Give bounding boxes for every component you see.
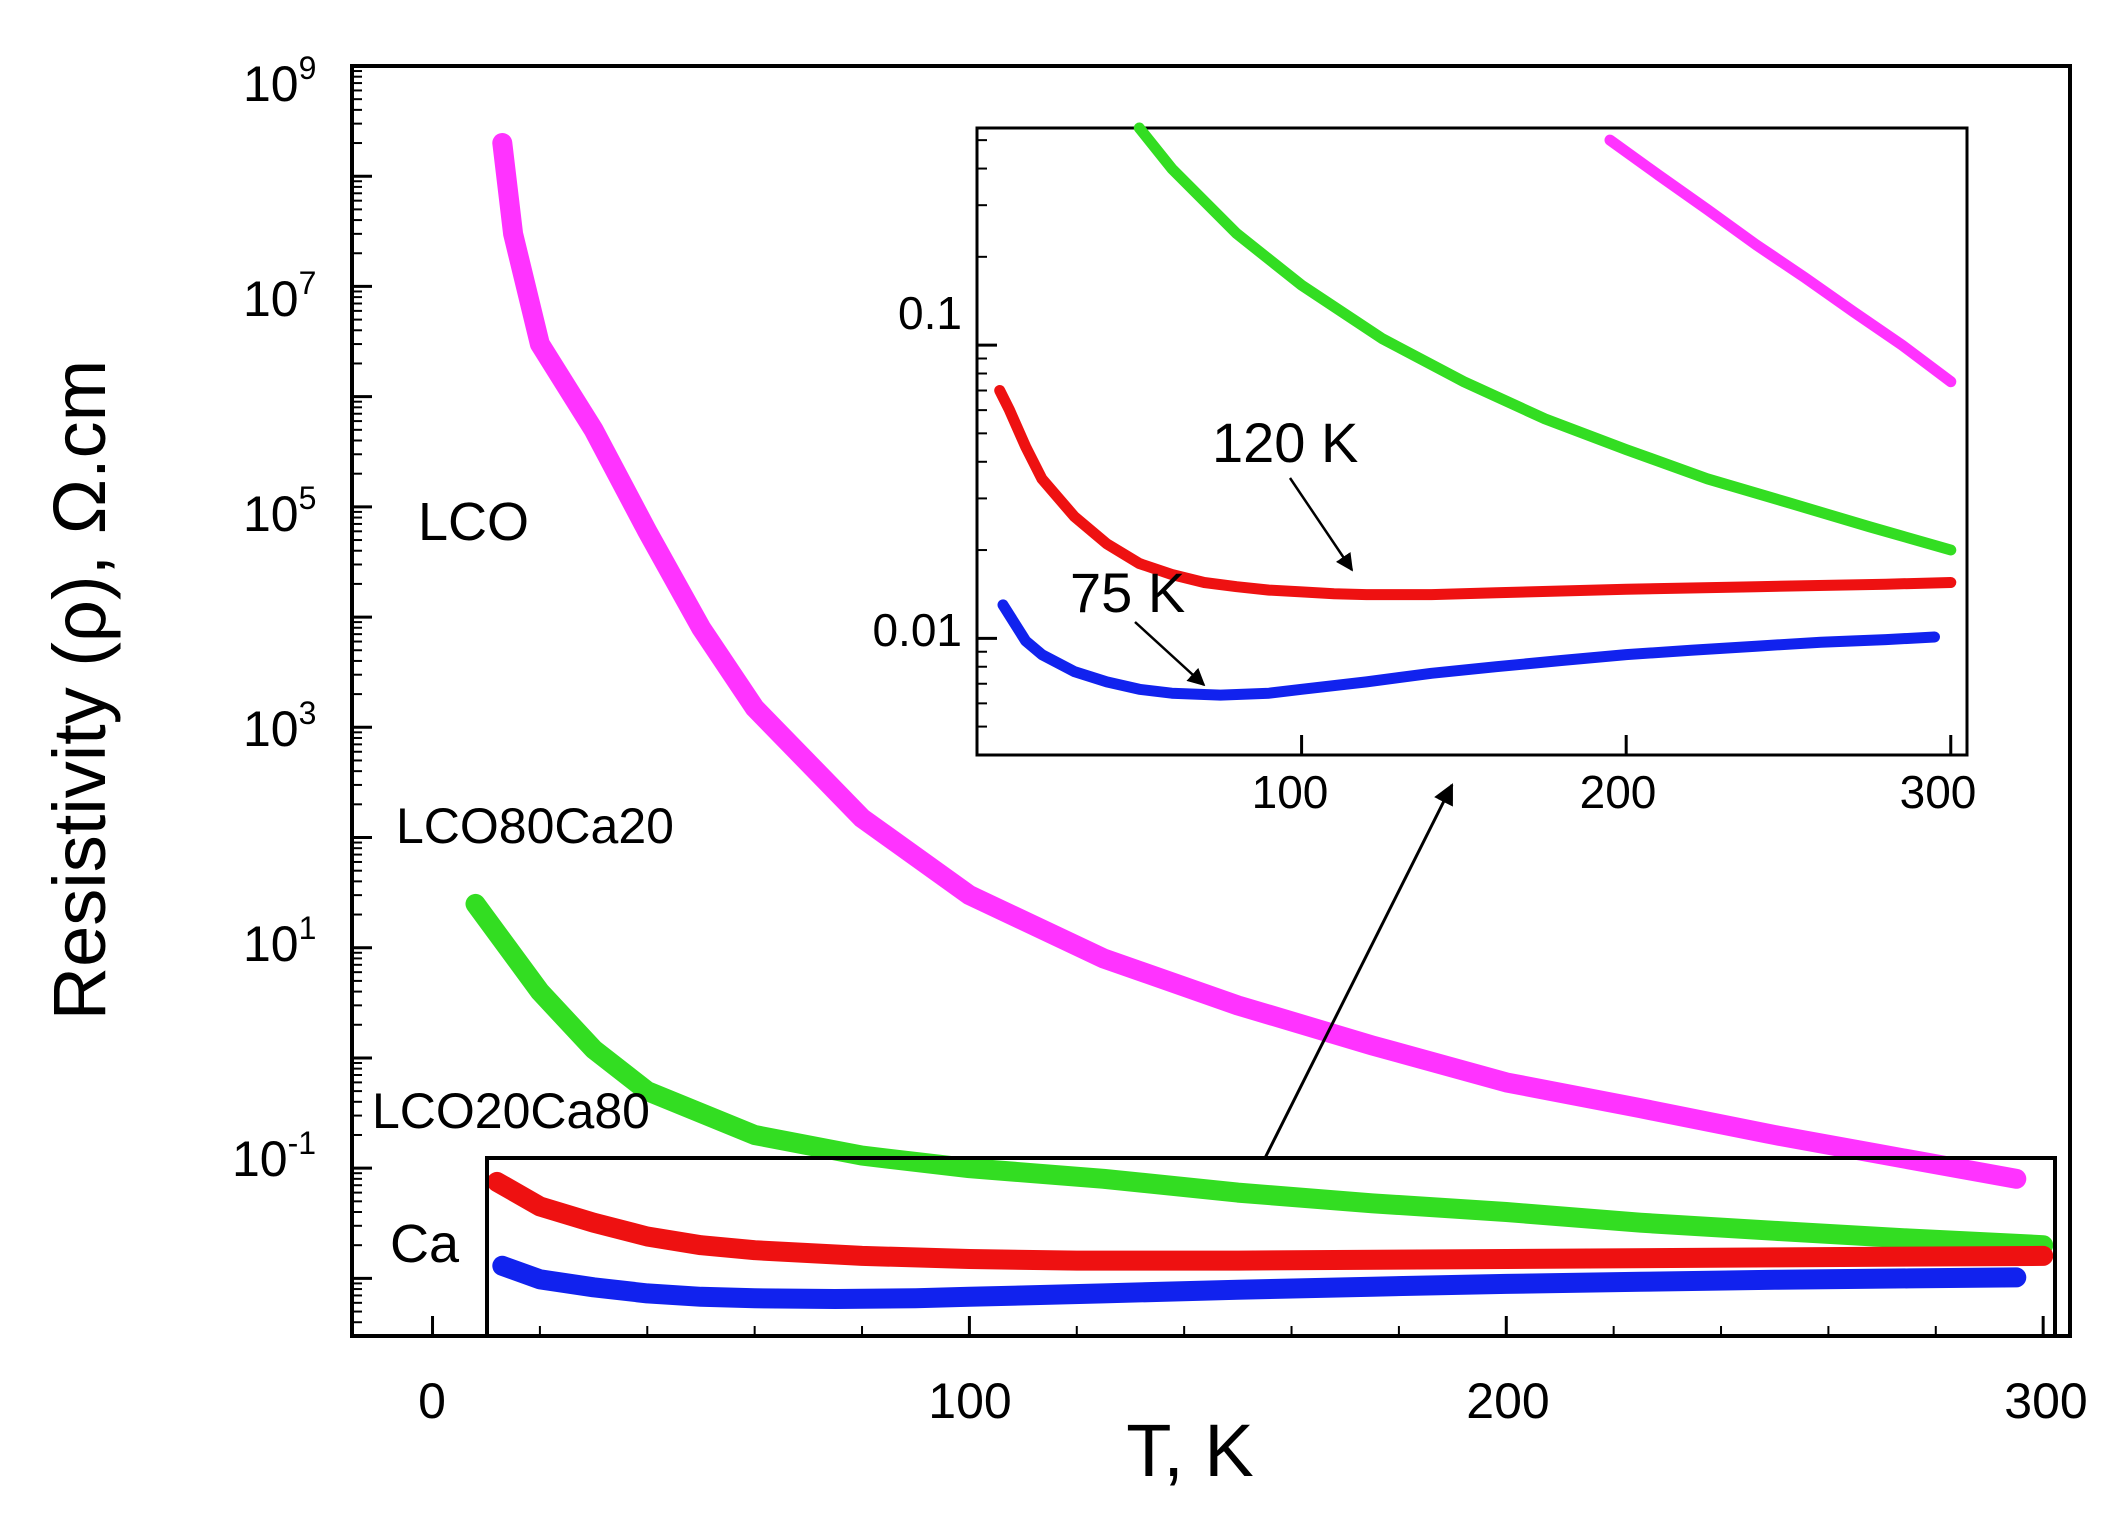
x-tick-label: 200 [1466, 1373, 1549, 1429]
x-tick-label: 300 [2004, 1373, 2087, 1429]
inset-x-tick-label: 200 [1580, 766, 1657, 818]
inset-y-tick-label: 0.1 [898, 287, 962, 339]
inset-x-tick-labels: 100 200 300 [1252, 766, 1977, 818]
main-series-lco [492, 133, 2027, 1189]
y-tick-base: 10 [243, 701, 299, 757]
series-label-lco80ca20: LCO80Ca20 [396, 798, 674, 854]
y-tick-exponent: 7 [299, 265, 317, 301]
y-tick-base: 10 [243, 56, 299, 112]
main-x-tick-labels: 0 100 200 300 [418, 1373, 2088, 1429]
inset-series-lco80ca20 [1133, 122, 1957, 556]
y-tick-exponent: -1 [288, 1125, 316, 1161]
x-axis-title: T, K [1126, 1409, 1253, 1492]
y-tick-base: 10 [243, 271, 299, 327]
y-tick-exponent: 5 [299, 480, 317, 516]
annotation-75k: 75 K [1070, 561, 1185, 624]
main-y-tick-labels: 10-1 101 103 105 107 109 [232, 50, 316, 1187]
x-tick-label: 100 [928, 1373, 1011, 1429]
annotation-120k: 120 K [1212, 411, 1358, 474]
inset-series-lco20ca80 [994, 385, 1957, 601]
annotation-75k-arrow [1134, 621, 1206, 687]
y-tick-label: 10-1 [232, 1125, 316, 1187]
zoom-region-box [485, 1156, 2057, 1338]
y-tick-exponent: 1 [299, 910, 317, 946]
y-tick-label: 101 [243, 910, 316, 972]
inset-x-tick-label: 300 [1900, 766, 1977, 818]
y-tick-label: 109 [243, 50, 316, 112]
y-tick-base: 10 [232, 1131, 288, 1187]
inset-pointer-arrow [1263, 783, 1454, 1159]
y-axis-title: Resistivity (ρ), Ω.cm [38, 360, 121, 1021]
y-tick-exponent: 3 [299, 695, 317, 731]
y-tick-exponent: 9 [299, 50, 317, 86]
inset-plot-frame [975, 126, 1969, 757]
y-tick-label: 103 [243, 695, 316, 757]
series-label-lco: LCO [418, 492, 529, 552]
y-tick-base: 10 [243, 486, 299, 542]
main-series-lco20ca80 [487, 1171, 2054, 1271]
inset-y-tick-label: 0.01 [872, 604, 962, 656]
main-series-group [465, 133, 2054, 1309]
main-series-lco80ca20 [465, 893, 2054, 1256]
inset-series-ca [997, 599, 1940, 701]
y-tick-base: 10 [243, 916, 299, 972]
annotation-120k-arrow [1288, 477, 1354, 572]
y-tick-label: 107 [243, 265, 316, 327]
inset-x-tick-label: 100 [1252, 766, 1329, 818]
y-tick-label: 105 [243, 480, 316, 542]
inset-axis-ticks [975, 139, 1953, 756]
inset-series-lco [1604, 134, 1957, 388]
series-label-lco20ca80: LCO20Ca80 [372, 1083, 650, 1139]
inset-series-group [994, 122, 1957, 701]
x-tick-label: 0 [418, 1373, 446, 1429]
series-label-ca: Ca [390, 1214, 460, 1274]
main-series-ca [492, 1255, 2027, 1309]
inset-y-tick-labels: 0.01 0.1 [872, 287, 962, 656]
